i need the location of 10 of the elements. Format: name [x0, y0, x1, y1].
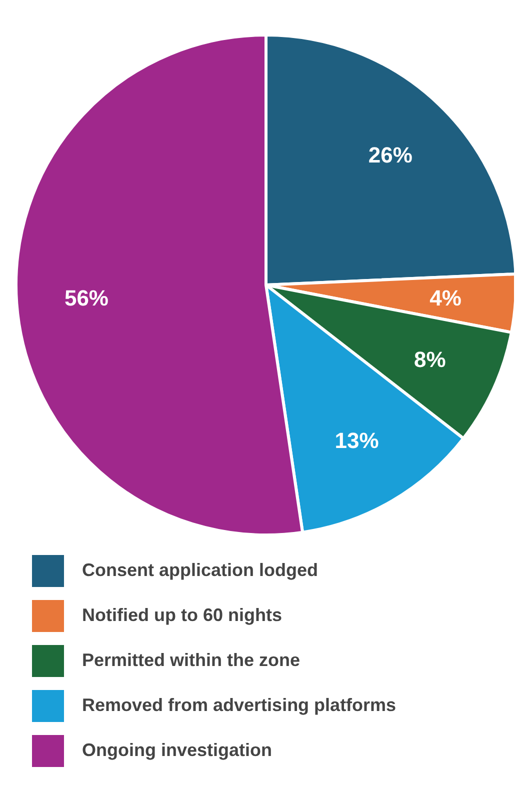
data-label: 13% — [334, 428, 379, 453]
data-label: 4% — [430, 286, 462, 311]
data-label: 56% — [64, 286, 109, 311]
data-label: 26% — [368, 142, 412, 168]
data-label: 8% — [414, 346, 446, 372]
legend-label: Removed from advertising platforms — [82, 695, 396, 716]
legend-label: Consent application lodged — [82, 560, 318, 581]
legend-label: Notified up to 60 nights — [82, 605, 282, 626]
legend-label: Ongoing investigation — [82, 740, 272, 761]
legend-label: Permitted within the zone — [82, 650, 300, 671]
